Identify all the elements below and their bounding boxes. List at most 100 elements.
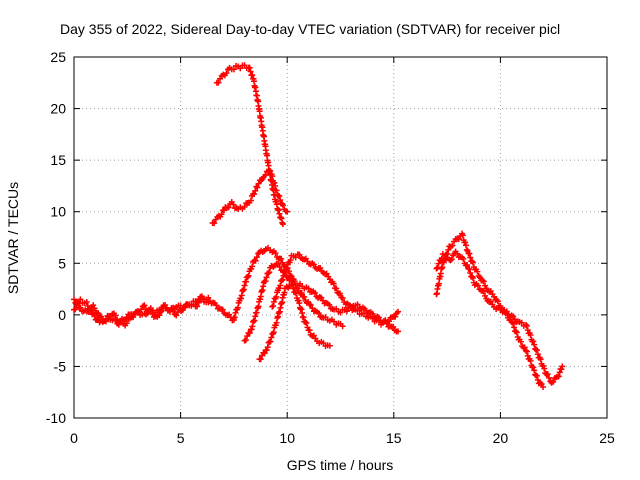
data-point (246, 330, 253, 337)
x-tick-label: 15 (386, 430, 402, 446)
data-point (275, 260, 282, 267)
data-point (315, 310, 322, 317)
data-point (474, 268, 481, 275)
data-point (326, 301, 333, 308)
data-point (392, 313, 399, 320)
data-point (343, 308, 350, 315)
data-point (225, 204, 232, 211)
data-point (527, 332, 534, 339)
data-point (459, 232, 466, 239)
data-point (550, 378, 557, 385)
data-point (181, 304, 188, 311)
data-point (559, 363, 566, 370)
data-point (211, 220, 218, 227)
data-point (277, 282, 284, 289)
data-point (303, 319, 310, 326)
data-point (278, 255, 285, 262)
data-point (279, 221, 286, 228)
data-point (512, 328, 519, 335)
series-sat-i (433, 230, 547, 391)
data-point (279, 202, 286, 209)
data-point (254, 184, 261, 191)
data-point (268, 334, 275, 341)
data-point (310, 261, 317, 268)
data-point (541, 365, 548, 372)
data-point (307, 302, 314, 309)
data-point (272, 250, 279, 257)
data-point (354, 301, 361, 308)
data-point (241, 203, 248, 210)
grid (74, 57, 607, 418)
data-point (266, 269, 273, 276)
x-axis-label: GPS time / hours (287, 457, 394, 473)
data-point (439, 251, 446, 258)
data-point (306, 327, 313, 334)
data-point (510, 320, 517, 327)
data-point (435, 260, 442, 267)
data-point (534, 351, 541, 358)
data-point (249, 263, 256, 270)
data-point (252, 187, 259, 194)
data-point (301, 293, 308, 300)
data-point (247, 197, 254, 204)
data-point (246, 64, 253, 71)
data-point (218, 211, 225, 218)
data-point (311, 289, 318, 296)
data-point (230, 66, 237, 73)
data-point (219, 306, 226, 313)
x-tick-label: 10 (279, 430, 295, 446)
data-point (255, 180, 262, 187)
data-point (270, 303, 277, 310)
data-point (264, 344, 271, 351)
data-point (503, 308, 510, 315)
data-point (522, 347, 529, 354)
data-point (360, 310, 367, 317)
data-point (213, 302, 220, 309)
data-point (90, 302, 97, 309)
data-point (262, 278, 269, 285)
data-point (265, 270, 272, 277)
y-axis-label: SDTVAR / TECUs (5, 182, 21, 294)
data-point (205, 299, 212, 306)
series-sat-b (71, 295, 212, 329)
data-point (337, 290, 344, 297)
data-point (533, 372, 540, 379)
axis-ticks (73, 56, 608, 419)
data-point (537, 356, 544, 363)
data-point (141, 302, 148, 309)
data-point (354, 307, 361, 314)
chart-title: Day 355 of 2022, Sidereal Day-to-day VTE… (60, 21, 560, 37)
data-point (469, 259, 476, 266)
data-point (198, 295, 205, 302)
y-tick-label: -5 (54, 358, 67, 374)
x-tick-label: 5 (177, 430, 185, 446)
data-point (395, 328, 402, 335)
data-point (270, 298, 277, 305)
y-tick-label: 15 (50, 152, 66, 168)
data-point (284, 208, 291, 215)
data-point (518, 319, 525, 326)
data-point (466, 266, 473, 273)
data-point (231, 314, 238, 321)
data-point (317, 264, 324, 271)
data-point (71, 296, 77, 303)
series-sat-d (213, 62, 286, 228)
data-point (531, 341, 538, 348)
x-tick-label: 0 (70, 430, 78, 446)
data-point (395, 308, 402, 315)
data-point (156, 312, 163, 319)
data-point (556, 369, 563, 376)
data-point (252, 257, 259, 264)
data-point (330, 280, 337, 287)
data-point (339, 323, 346, 330)
data-point (463, 246, 470, 253)
x-tick-label: 20 (493, 430, 509, 446)
data-point (130, 314, 137, 321)
data-point (455, 236, 462, 243)
data-point (77, 304, 84, 311)
data-point (494, 298, 501, 305)
data-point (530, 364, 537, 371)
data-point (544, 371, 551, 378)
data-point (511, 324, 518, 331)
data-point (276, 193, 283, 200)
